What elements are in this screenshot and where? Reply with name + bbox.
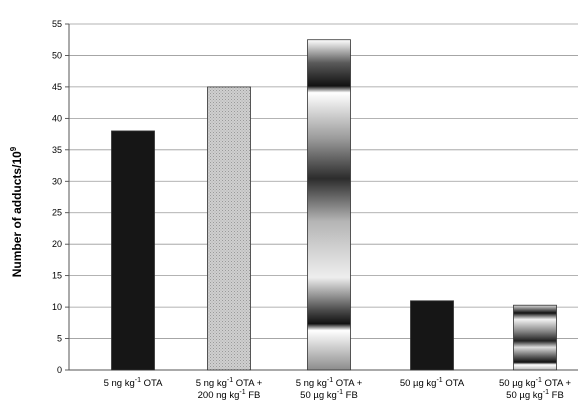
y-tick-label: 50 xyxy=(52,50,62,60)
y-axis-label: Number of adducts/109 xyxy=(9,146,24,277)
x-category-label: 200 ng kg-1 FB xyxy=(198,389,261,401)
y-tick-label: 55 xyxy=(52,19,62,29)
bar-4 xyxy=(410,300,454,371)
bars xyxy=(111,39,557,371)
x-category-label: 50 µg kg-1 FB xyxy=(300,389,358,401)
y-tick-label: 35 xyxy=(52,145,62,155)
x-category-label: 50 µg kg-1 OTA xyxy=(400,377,465,389)
x-category-labels: 5 ng kg-1 OTA 5 ng kg-1 OTA +200 ng kg-1 … xyxy=(104,377,572,401)
y-tick-label: 25 xyxy=(52,208,62,218)
y-tick-labels: 0 5 10 15 20 25 30 35 40 45 50 55 xyxy=(52,19,62,375)
y-tick-label: 20 xyxy=(52,239,62,249)
bar-3 xyxy=(307,39,351,371)
y-tick-label: 0 xyxy=(57,365,62,375)
x-category-label: 5 ng kg-1 OTA + xyxy=(196,377,263,389)
y-tick-label: 15 xyxy=(52,271,62,281)
y-tick-label: 45 xyxy=(52,82,62,92)
y-tick-label: 40 xyxy=(52,113,62,123)
y-tick-label: 30 xyxy=(52,176,62,186)
y-tick-label: 5 xyxy=(57,334,62,344)
x-category-label: 50 µg kg-1 FB xyxy=(506,389,564,401)
y-tick-label: 10 xyxy=(52,302,62,312)
bar-1 xyxy=(111,130,155,371)
bar-2 xyxy=(207,86,251,371)
bar-5 xyxy=(513,304,557,371)
x-category-label: 5 ng kg-1 OTA xyxy=(104,377,164,389)
x-category-label: 5 ng kg-1 OTA + xyxy=(296,377,363,389)
x-category-label: 50 µg kg-1 OTA + xyxy=(499,377,571,389)
